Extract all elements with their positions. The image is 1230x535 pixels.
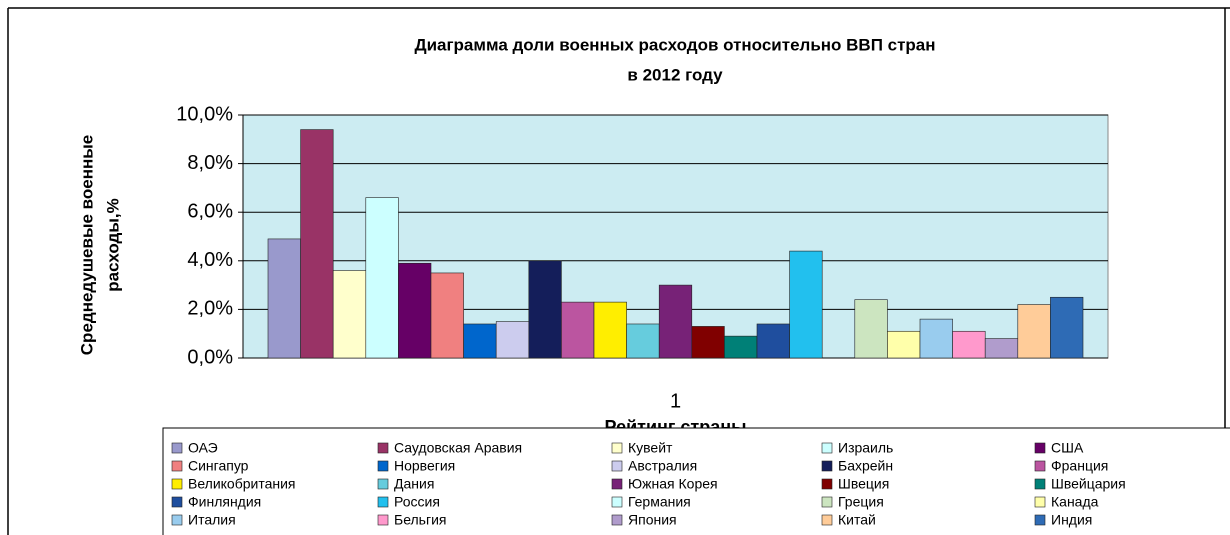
legend-swatch <box>171 442 183 454</box>
legend-label: Япония <box>628 512 677 528</box>
bar <box>430 272 464 359</box>
legend-label: Великобритания <box>188 476 296 492</box>
legend-label: Южная Корея <box>628 476 718 492</box>
bar <box>887 330 921 359</box>
bar <box>854 299 888 359</box>
legend-label: Саудовская Аравия <box>394 440 522 456</box>
legend-label: Греция <box>838 494 884 510</box>
legend-label: Австралия <box>628 458 697 474</box>
bar <box>1050 296 1084 359</box>
legend-swatch <box>1034 514 1046 526</box>
legend-label: Китай <box>838 512 876 528</box>
legend-swatch <box>1034 496 1046 508</box>
bar <box>984 338 1019 359</box>
bar <box>952 330 986 359</box>
bar <box>691 326 725 359</box>
y-tick-label: 4,0% <box>187 249 233 271</box>
legend-swatch <box>377 442 389 454</box>
bar <box>267 238 301 359</box>
legend-swatch <box>821 496 833 508</box>
legend-label: Норвегия <box>394 458 455 474</box>
legend-swatch <box>377 496 389 508</box>
legend-label: Канада <box>1051 494 1099 510</box>
chart-title: Диаграмма доли военных расходов относите… <box>414 35 935 54</box>
legend-label: Италия <box>188 512 236 528</box>
y-tick-label: 0,0% <box>187 346 233 368</box>
y-axis-label: Среднедушевые военные <box>77 135 96 355</box>
bar <box>561 301 595 359</box>
legend-swatch <box>821 514 833 526</box>
legend-label: Израиль <box>838 440 893 456</box>
legend-swatch <box>611 460 623 472</box>
bar <box>658 284 693 359</box>
legend-swatch <box>171 514 183 526</box>
legend-swatch <box>1034 460 1046 472</box>
bar <box>1017 304 1051 359</box>
bar <box>789 250 823 359</box>
bar <box>593 301 627 359</box>
legend-label: США <box>1051 440 1084 456</box>
bar <box>756 323 790 359</box>
bar <box>398 262 432 359</box>
legend <box>162 427 1230 535</box>
bar <box>919 318 953 359</box>
legend-label: Бахрейн <box>838 458 893 474</box>
legend-swatch <box>171 460 183 472</box>
legend-swatch <box>821 442 833 454</box>
legend-swatch <box>611 442 623 454</box>
y-tick-label: 8,0% <box>187 152 233 174</box>
legend-label: Швеция <box>838 476 889 492</box>
legend-swatch <box>821 478 833 490</box>
bar <box>365 197 399 359</box>
bar <box>332 270 367 359</box>
legend-label: Дания <box>394 476 434 492</box>
y-tick-label: 10,0% <box>176 103 233 125</box>
bar <box>528 260 562 359</box>
legend-swatch <box>1034 442 1046 454</box>
legend-label: Сингапур <box>188 458 249 474</box>
legend-swatch <box>611 514 623 526</box>
legend-swatch <box>611 478 623 490</box>
y-axis-label: расходы,% <box>103 198 122 291</box>
bar <box>724 335 758 359</box>
legend-label: Германия <box>628 494 691 510</box>
bar <box>495 321 530 359</box>
y-tick-label: 2,0% <box>187 298 233 320</box>
legend-label: Кувейт <box>628 440 673 456</box>
bar <box>463 323 497 359</box>
legend-label: Россия <box>394 494 440 510</box>
bar <box>626 323 660 359</box>
legend-label: Индия <box>1051 512 1092 528</box>
legend-label: Бельгия <box>394 512 446 528</box>
legend-swatch <box>171 478 183 490</box>
y-tick-label: 6,0% <box>187 200 233 222</box>
legend-swatch <box>377 478 389 490</box>
legend-swatch <box>377 460 389 472</box>
chart-title: в 2012 году <box>627 65 723 84</box>
legend-label: Финляндия <box>188 494 261 510</box>
legend-label: Швейцария <box>1051 476 1126 492</box>
bar <box>300 129 334 359</box>
legend-label: Франция <box>1051 458 1108 474</box>
x-tick-label: 1 <box>670 390 681 412</box>
legend-swatch <box>821 460 833 472</box>
legend-label: ОАЭ <box>188 440 218 456</box>
legend-swatch <box>377 514 389 526</box>
legend-swatch <box>1034 478 1046 490</box>
legend-swatch <box>611 496 623 508</box>
legend-swatch <box>171 496 183 508</box>
